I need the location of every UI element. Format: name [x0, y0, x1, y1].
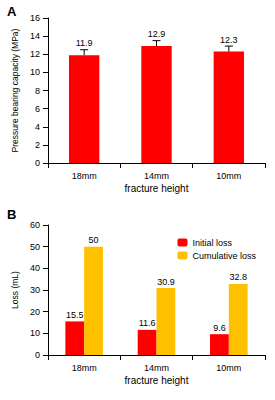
svg-text:12.9: 12.9 [148, 29, 166, 39]
svg-text:A: A [7, 4, 17, 19]
svg-text:Initial loss: Initial loss [192, 238, 232, 248]
svg-text:14mm: 14mm [144, 363, 169, 373]
svg-text:11.9: 11.9 [76, 38, 93, 48]
svg-text:40: 40 [30, 263, 40, 273]
svg-text:14: 14 [30, 31, 40, 41]
svg-text:10mm: 10mm [216, 363, 241, 373]
svg-text:14mm: 14mm [144, 171, 169, 181]
svg-text:50: 50 [30, 242, 40, 252]
svg-text:30: 30 [30, 285, 40, 295]
svg-text:0: 0 [35, 350, 40, 360]
svg-text:10: 10 [30, 328, 40, 338]
svg-text:50: 50 [89, 235, 99, 245]
svg-text:18mm: 18mm [72, 363, 97, 373]
svg-text:15.5: 15.5 [66, 310, 84, 320]
svg-text:10mm: 10mm [216, 171, 241, 181]
svg-text:16: 16 [30, 13, 40, 23]
svg-text:fracture height: fracture height [125, 375, 189, 386]
svg-text:12.3: 12.3 [220, 35, 238, 45]
svg-text:30.9: 30.9 [157, 277, 175, 287]
svg-text:B: B [7, 207, 16, 222]
svg-text:0: 0 [35, 158, 40, 168]
svg-text:8: 8 [35, 86, 40, 96]
svg-text:4: 4 [35, 122, 40, 132]
svg-text:fracture height: fracture height [125, 183, 189, 194]
svg-text:Loss (mL): Loss (mL) [10, 271, 20, 309]
svg-text:12: 12 [30, 49, 40, 59]
svg-text:11.6: 11.6 [139, 318, 156, 328]
svg-text:Cumulative loss: Cumulative loss [192, 251, 256, 261]
svg-text:10: 10 [30, 67, 40, 77]
svg-text:60: 60 [30, 220, 40, 230]
svg-text:20: 20 [30, 307, 40, 317]
svg-text:32.8: 32.8 [229, 272, 247, 282]
svg-text:9.6: 9.6 [213, 323, 226, 333]
svg-text:2: 2 [35, 140, 40, 150]
svg-text:18mm: 18mm [72, 171, 97, 181]
svg-text:6: 6 [35, 104, 40, 114]
svg-text:Pressure bearing capacity (MPa: Pressure bearing capacity (MPa) [10, 28, 20, 152]
